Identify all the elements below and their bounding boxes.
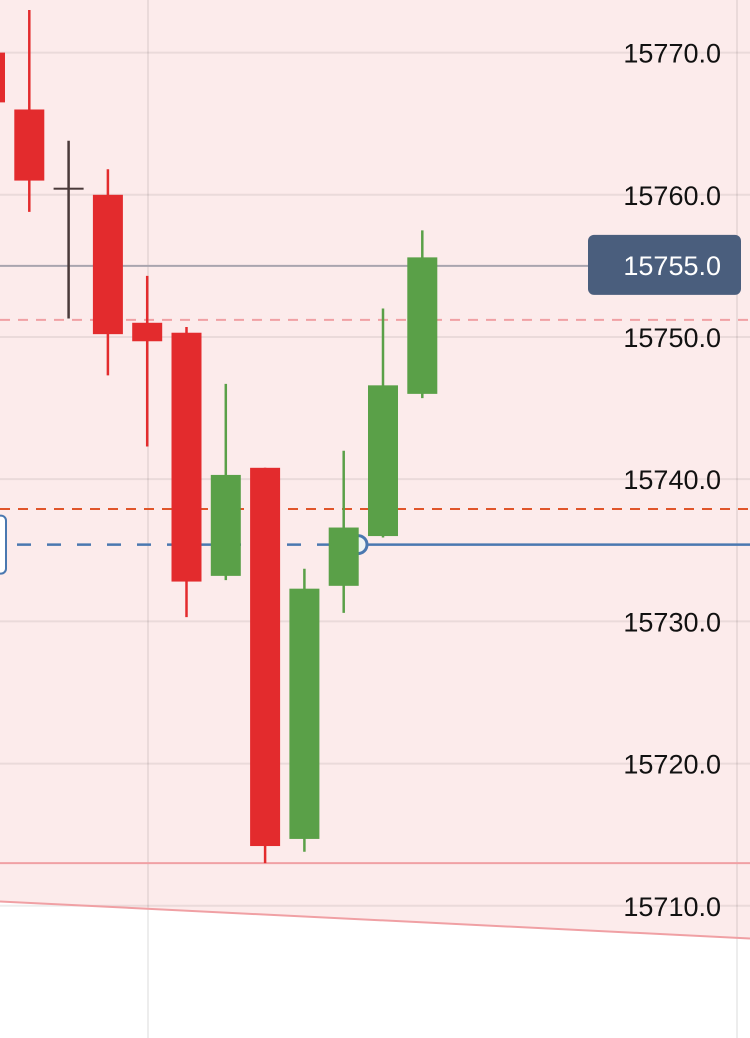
candle-body	[407, 257, 438, 394]
y-tick-label: 15710.0	[623, 892, 721, 922]
y-axis: 15770.0 15760.0 15750.0 15740.0 15730.0 15720…	[623, 39, 721, 1038]
candle-body	[0, 52, 5, 103]
candle-body	[132, 322, 163, 342]
y-tick-label: 15750.0	[623, 323, 721, 353]
y-tick-label: 15720.0	[623, 750, 721, 780]
trendline	[0, 900, 750, 940]
candle-body	[368, 385, 398, 537]
y-tick-label: 15770.0	[623, 39, 721, 69]
y-tick-label: 15700.0	[623, 1034, 721, 1038]
y-tick-label: 15740.0	[623, 465, 721, 495]
candle-body	[250, 467, 281, 847]
candle-body	[14, 109, 45, 181]
y-tick-label: 15760.0	[623, 181, 721, 211]
price-label-text: 15755.0	[623, 251, 721, 281]
candles	[0, 9, 438, 864]
candle-body	[289, 588, 320, 839]
candle-body	[92, 194, 123, 335]
price-label-bg	[588, 234, 741, 295]
candle-body	[210, 474, 241, 576]
order-label-box	[0, 514, 7, 575]
candle-body	[53, 187, 84, 190]
current-price-label: 15755.0	[588, 234, 741, 295]
candle-body	[328, 527, 359, 586]
candle-body	[171, 332, 202, 582]
y-tick-label: 15730.0	[623, 607, 721, 637]
